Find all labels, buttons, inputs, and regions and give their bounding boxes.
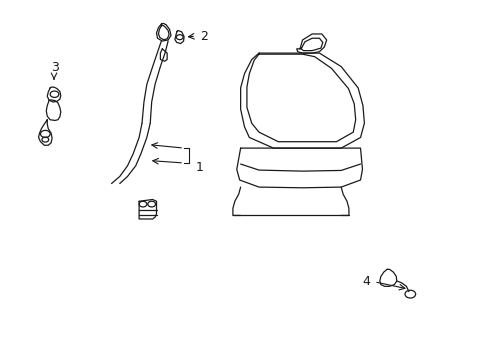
Text: 4: 4 [362,275,369,288]
Text: 3: 3 [51,61,59,74]
Text: 1: 1 [196,161,203,174]
Text: 2: 2 [200,30,207,42]
